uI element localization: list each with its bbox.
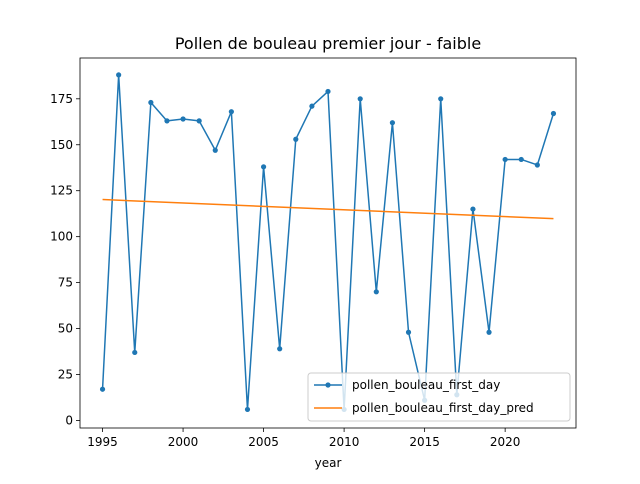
data-point [470,206,476,212]
x-axis: 1995 2000 2005 2010 2015 2020 [87,428,520,449]
x-tick-label: 1995 [87,435,118,449]
x-tick-label: 2010 [329,435,360,449]
y-tick-label: 175 [50,92,73,106]
data-point [357,96,363,102]
data-point [164,118,170,124]
data-point [116,72,122,78]
data-point [486,329,492,335]
y-tick-label: 100 [50,230,73,244]
legend: pollen_bouleau_first_day pollen_bouleau_… [307,372,571,422]
data-point [277,346,283,352]
legend-marker-actual [325,382,331,388]
series-line-pred [102,198,554,220]
y-tick-label: 125 [50,184,73,198]
data-point [534,162,540,168]
data-point [502,156,508,163]
x-tick-label: 2020 [490,435,521,449]
legend-label-pred: pollen_bouleau_first_day_pred [352,401,534,415]
y-tick-label: 0 [65,413,73,427]
x-axis-label: year [315,456,342,470]
y-axis: 0 25 50 75 100 125 150 175 [50,92,80,427]
y-tick-label: 50 [58,322,73,336]
data-point [228,109,234,115]
x-tick-label: 2005 [248,435,279,449]
data-point [132,349,138,356]
data-point [180,116,186,122]
data-point [518,156,524,163]
data-point [99,386,106,392]
data-point [438,96,444,102]
legend-box [307,372,571,422]
data-point [550,110,557,117]
plot-frame [79,57,577,429]
legend-label-actual: pollen_bouleau_first_day [352,378,500,392]
data-point [373,289,379,295]
data-point [389,120,396,126]
y-tick-label: 25 [58,368,73,382]
chart-title: Pollen de bouleau premier jour - faible [175,34,481,53]
y-tick-label: 75 [58,276,73,290]
data-point [196,118,202,124]
data-point [212,147,218,153]
data-point [405,329,412,335]
x-tick-label: 2000 [168,435,199,449]
data-point [260,164,267,170]
data-point [293,136,299,142]
y-tick-label: 150 [50,138,73,152]
data-point [309,103,315,109]
data-point [148,99,154,106]
data-point [325,88,331,95]
x-tick-label: 2015 [409,435,440,449]
data-point [244,406,251,413]
